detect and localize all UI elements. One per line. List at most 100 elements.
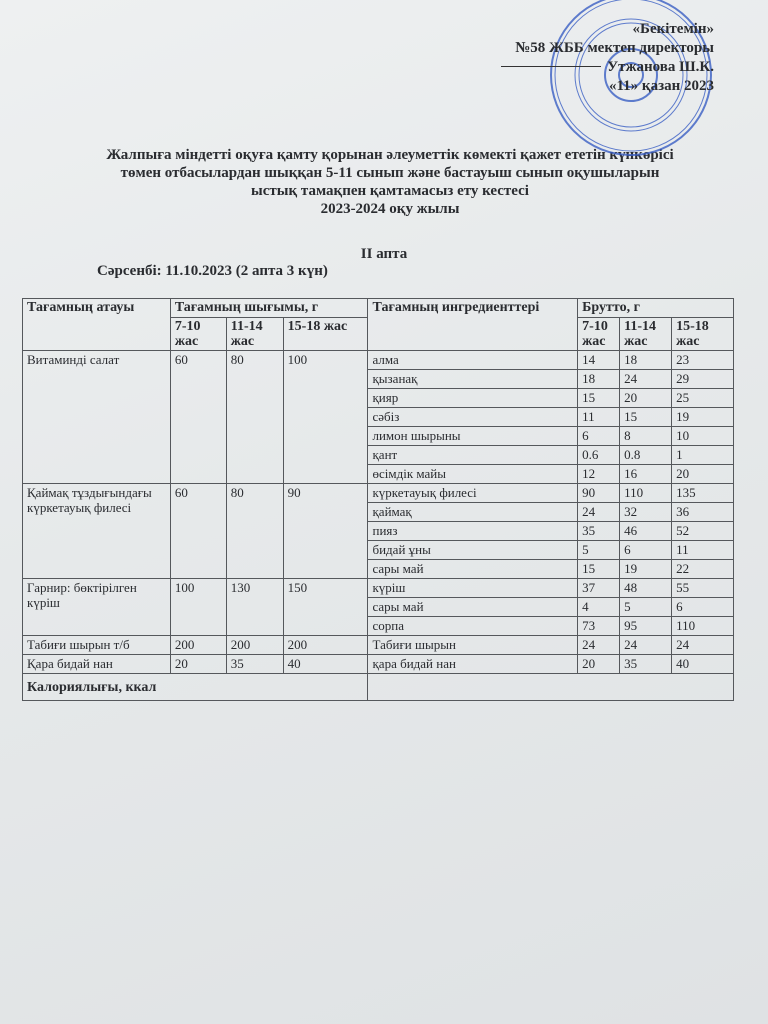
ingredient-gross: 90 (577, 483, 621, 503)
header-yield: Тағамның шығымы, г (169, 298, 369, 318)
dish-name: Қаймақ тұздығындағы күркетауық филесі (22, 483, 171, 579)
ingredient-gross: 24 (671, 635, 734, 655)
header-age: 11-14 жас (225, 317, 284, 351)
ingredient-gross: 18 (619, 350, 673, 370)
ingredient-name: күріш (367, 578, 579, 598)
ingredient-gross: 46 (619, 521, 673, 541)
ingredient-gross: 6 (577, 426, 621, 446)
ingredient-gross: 95 (619, 616, 673, 636)
ingredient-name: Табиғи шырын (367, 635, 579, 655)
title-line-3: ыстық тамақпен қамтамасыз ету кестесі (251, 183, 529, 199)
ingredient-gross: 5 (577, 540, 621, 560)
approval-date: «11» қазан 2023 (609, 78, 714, 94)
header-age: 7-10 жас (169, 317, 227, 351)
dish-yield: 80 (225, 350, 284, 484)
ingredient-name: лимон шырыны (367, 426, 579, 446)
ingredient-gross: 35 (577, 521, 621, 541)
ingredient-gross: 36 (671, 502, 734, 522)
ingredient-gross: 14 (577, 350, 621, 370)
ingredient-gross: 15 (577, 388, 621, 408)
director-name: Утжанова Ш.К. (607, 59, 714, 75)
ingredient-gross: 40 (671, 654, 734, 674)
ingredient-gross: 12 (577, 464, 621, 484)
ingredient-gross: 135 (671, 483, 734, 503)
ingredient-gross: 4 (577, 597, 621, 617)
calories-row: Калориялығы, ккал (21, 673, 734, 701)
ingredient-name: сары май (367, 597, 579, 617)
calories-value (367, 673, 734, 701)
ingredient-gross: 0.6 (577, 445, 621, 465)
ingredient-gross: 6 (619, 540, 673, 560)
ingredient-gross: 11 (671, 540, 734, 560)
day-label: Сәрсенбі: 11.10.2023 (2 апта 3 күн) (97, 263, 328, 279)
header-gross: Брутто, г (577, 298, 734, 318)
table-row: Табиғи шырын т/б 200 200 200 Табиғи шырын 24 2… (22, 635, 734, 655)
ingredient-name: сорпа (367, 616, 579, 636)
header-age: 15-18 жас (671, 317, 734, 351)
header-age: 7-10 жас (577, 317, 621, 351)
week-label: ІІ апта (360, 246, 408, 262)
approval-line-1: «Бекітемін» (632, 21, 714, 37)
ingredient-gross: 20 (577, 654, 621, 674)
dish-yield: 60 (169, 350, 227, 484)
ingredient-gross: 24 (619, 635, 673, 655)
title-line-2: төмен отбасылардан шыққан 5-11 сынып жән… (120, 165, 660, 181)
dish-yield: 35 (225, 654, 284, 674)
ingredient-gross: 5 (619, 597, 673, 617)
title-line-1: Жалпыға міндетті оқуға қамту қорынан әле… (106, 147, 674, 163)
ingredient-gross: 15 (577, 559, 621, 579)
ingredient-name: қант (367, 445, 579, 465)
dish-yield: 200 (225, 635, 284, 655)
ingredient-name: сары май (367, 559, 579, 579)
dish-yield: 100 (282, 350, 369, 484)
ingredient-gross: 48 (619, 578, 673, 598)
dish-yield: 40 (282, 654, 369, 674)
ingredient-gross: 0.8 (619, 445, 673, 465)
title-line-4: 2023-2024 оқу жылы (320, 201, 460, 217)
calories-label: Калориялығы, ккал (21, 673, 369, 701)
dish-yield: 90 (282, 483, 369, 579)
ingredient-name: қияр (367, 388, 579, 408)
ingredient-gross: 52 (671, 521, 734, 541)
dish-yield: 80 (225, 483, 284, 579)
ingredient-gross: 110 (619, 483, 673, 503)
ingredient-name: күркетауық филесі (367, 483, 579, 503)
ingredient-gross: 29 (671, 369, 734, 389)
header-dish: Тағамның атауы (22, 298, 171, 351)
ingredient-gross: 55 (671, 578, 734, 598)
ingredient-gross: 16 (619, 464, 673, 484)
ingredient-name: қара бидай нан (367, 654, 579, 674)
dish-name: Гарнир: бөктірілген күріш (22, 578, 171, 636)
ingredient-gross: 32 (619, 502, 673, 522)
approval-line-2: №58 ЖББ мектеп директоры (515, 40, 714, 56)
dish-yield: 200 (169, 635, 227, 655)
table-row: Қара бидай нан 20 35 40 қара бидай нан 20 35 40 (22, 654, 734, 674)
ingredient-gross: 24 (577, 502, 621, 522)
ingredient-gross: 37 (577, 578, 621, 598)
dish-yield: 60 (169, 483, 227, 579)
ingredient-gross: 10 (671, 426, 734, 446)
ingredient-name: сәбіз (367, 407, 579, 427)
dish-yield: 150 (282, 578, 369, 636)
table-row: қаймақ 24 32 36 (23, 502, 734, 522)
ingredient-name: алма (367, 350, 579, 370)
header-ingredients: Тағамның ингредиенттері (367, 298, 579, 351)
ingredient-gross: 23 (671, 350, 734, 370)
dish-yield: 130 (225, 578, 284, 636)
ingredient-gross: 15 (619, 407, 673, 427)
document-title: Жалпыға міндетті оқуға қамту қорынан әле… (60, 146, 720, 218)
approval-line-3: Утжанова Ш.К. (501, 58, 714, 77)
table-row: қант 0.6 0.8 1 (23, 445, 734, 465)
ingredient-name: қызанақ (367, 369, 579, 389)
official-stamp (550, 0, 712, 156)
dish-yield: 20 (169, 654, 227, 674)
ingredient-name: пияз (367, 521, 579, 541)
ingredient-gross: 19 (671, 407, 734, 427)
ingredient-gross: 25 (671, 388, 734, 408)
table-row: лимон шырыны 6 8 10 (23, 426, 734, 446)
ingredient-gross: 20 (671, 464, 734, 484)
dish-yield: 100 (169, 578, 227, 636)
ingredient-gross: 24 (619, 369, 673, 389)
ingredient-gross: 19 (619, 559, 673, 579)
signature-line (501, 66, 602, 67)
